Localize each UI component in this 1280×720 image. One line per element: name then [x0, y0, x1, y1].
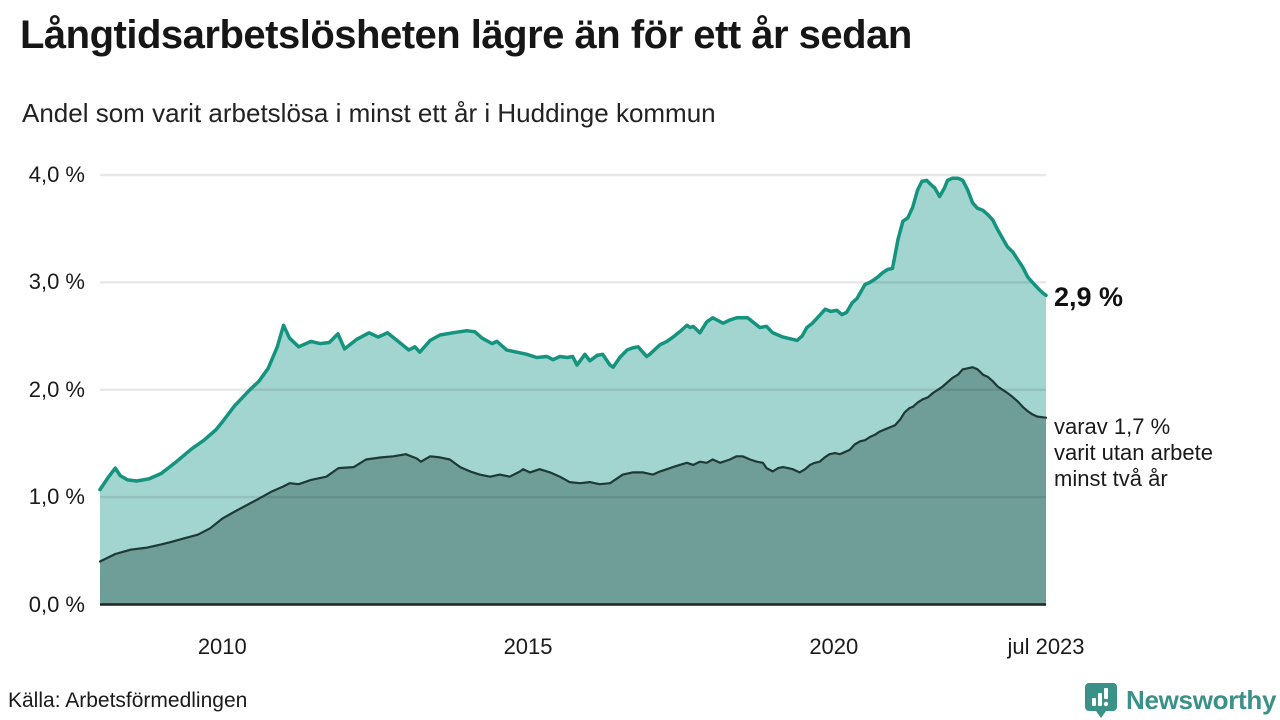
- two-year-note-line: varit utan arbete: [1054, 440, 1213, 465]
- y-axis-labels: 0,0 % 1,0 % 2,0 % 3,0 % 4,0 %: [0, 0, 85, 720]
- x-tick-label: 2010: [197, 634, 247, 659]
- newsworthy-logo: Newsworthy: [1084, 681, 1276, 719]
- x-tick-label: jul 2023: [1007, 634, 1085, 659]
- newsworthy-logo-icon: [1085, 683, 1117, 718]
- latest-value-label: 2,9 %: [1054, 282, 1124, 312]
- x-axis-labels: 2010 2015 2020 jul 2023: [0, 634, 1280, 664]
- y-tick-label: 3,0 %: [28, 269, 85, 295]
- y-tick-label: 4,0 %: [28, 162, 85, 187]
- two-year-note-line: varav 1,7 %: [1054, 414, 1171, 439]
- line-series-1: [98, 176, 1048, 492]
- y-tick-label: 0,0 %: [28, 591, 85, 617]
- two-year-note-line: minst två år: [1054, 466, 1168, 491]
- area-series-2: [100, 367, 1046, 605]
- y-tick-label: 1,0 %: [28, 484, 85, 510]
- source-note: Källa: Arbetsförmedlingen: [8, 689, 248, 712]
- newsworthy-logo-text: Newsworthy: [1126, 684, 1277, 715]
- y-tick-label: 2,0 %: [28, 376, 85, 402]
- page-title: Långtidsarbetslösheten lägre än för ett …: [20, 13, 912, 57]
- two-year-note: varav 1,7 % varit utan arbete minst två …: [1054, 414, 1213, 492]
- line-series-2: [98, 366, 1048, 563]
- x-tick-label: 2015: [503, 634, 553, 659]
- x-tick-label: 2020: [809, 634, 859, 659]
- page-subtitle: Andel som varit arbetslösa i minst ett å…: [22, 98, 716, 128]
